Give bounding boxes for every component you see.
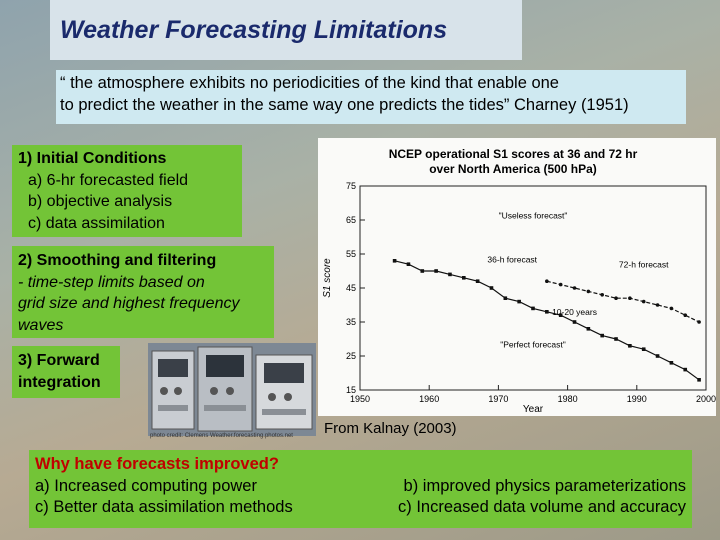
data-point <box>558 282 563 287</box>
x-tick-label: 1970 <box>488 394 508 404</box>
y-tick-label: 45 <box>346 283 356 293</box>
initial-conditions-box: 1) Initial Conditions a) 6-hr forecasted… <box>12 145 242 237</box>
x-tick-label: 2000 <box>696 394 716 404</box>
chart-title-line-2: over North America (500 hPa) <box>429 162 597 176</box>
data-point <box>531 306 535 311</box>
chart-annotation: 10-20 years <box>552 307 597 317</box>
data-point <box>628 344 632 348</box>
forward-integration-box: 3) Forward integration <box>12 346 120 398</box>
charney-quote: “ the atmosphere exhibits no periodiciti… <box>56 70 686 124</box>
data-point <box>600 333 604 338</box>
smoothing-detail: waves <box>18 316 64 334</box>
data-point <box>669 306 674 311</box>
list-item: b) improved physics parameterizations <box>403 476 686 495</box>
smoothing-filtering-box: 2) Smoothing and filtering - time-step l… <box>12 246 274 338</box>
chart-annotation: 72-h forecast <box>619 260 669 270</box>
x-tick-label: 1980 <box>558 394 578 404</box>
data-point <box>655 354 660 358</box>
smoothing-detail: grid size and highest frequency <box>18 295 240 312</box>
improvements-question: Why have forecasts improved? <box>35 455 279 473</box>
data-point <box>572 320 577 324</box>
series-line-72h <box>546 280 700 323</box>
y-tick-label: 75 <box>346 181 356 191</box>
data-point <box>683 367 688 372</box>
x-tick-label: 1950 <box>350 394 370 404</box>
data-point <box>434 269 438 273</box>
smoothing-detail: - time-step limits based on <box>18 273 205 291</box>
forward-integration-line: integration <box>18 373 101 391</box>
list-item: c) data assimilation <box>28 214 165 232</box>
source-citation: From Kalnay (2003) <box>324 420 457 437</box>
data-point <box>641 299 646 304</box>
data-point <box>572 286 577 290</box>
title-banner: Weather Forecasting Limitations <box>50 0 522 60</box>
quote-line-2: to predict the weather in the same way o… <box>60 96 629 114</box>
data-point <box>683 313 688 317</box>
y-tick-label: 15 <box>346 385 356 395</box>
data-point <box>545 310 549 314</box>
chart-annotation: "Useless forecast" <box>499 210 568 220</box>
list-item: b) objective analysis <box>28 193 173 210</box>
data-point <box>462 276 466 280</box>
data-point <box>600 293 604 297</box>
data-point <box>558 313 563 317</box>
data-point <box>697 378 701 382</box>
list-item: c) Increased data volume and accuracy <box>398 498 686 516</box>
data-point <box>586 289 591 294</box>
forward-integration-line: 3) Forward <box>18 352 100 369</box>
series-line-36h <box>394 260 700 381</box>
computer-equipment-photo <box>148 343 316 436</box>
initial-conditions-heading: 1) Initial Conditions <box>18 150 167 167</box>
x-tick-label: 1990 <box>627 394 647 404</box>
data-point <box>545 279 549 283</box>
photo-credit: photo credit: Clemens Weather.forecastin… <box>150 433 293 439</box>
smoothing-heading: 2) Smoothing and filtering <box>18 252 217 269</box>
data-point <box>641 347 646 351</box>
data-point <box>697 320 701 324</box>
data-point <box>489 286 494 290</box>
data-point <box>669 361 674 365</box>
data-point <box>628 296 632 300</box>
data-point <box>614 296 618 300</box>
list-item: a) Increased computing power <box>35 476 257 495</box>
quote-line-1: “ the atmosphere exhibits no periodiciti… <box>60 74 559 92</box>
y-tick-label: 35 <box>346 317 356 327</box>
data-point <box>517 299 521 304</box>
chart-xlabel: Year <box>523 404 544 415</box>
data-point <box>448 272 452 277</box>
chart-annotation: "Perfect forecast" <box>500 340 566 350</box>
data-point <box>420 269 425 273</box>
chart-annotation: 36-h forecast <box>487 255 537 265</box>
chart-ylabel: S1 score <box>322 258 333 298</box>
data-point <box>614 337 618 341</box>
y-tick-label: 25 <box>346 351 356 361</box>
data-point <box>655 303 660 307</box>
improvements-box: Why have forecasts improved? a) Increase… <box>29 450 692 528</box>
chart-title-line-1: NCEP operational S1 scores at 36 and 72 … <box>389 147 638 161</box>
s1-score-chart: NCEP operational S1 scores at 36 and 72 … <box>318 138 716 416</box>
x-tick-label: 1960 <box>419 394 439 404</box>
slide-title: Weather Forecasting Limitations <box>60 15 448 44</box>
data-point <box>586 327 591 331</box>
data-point <box>503 296 508 300</box>
y-tick-label: 65 <box>346 215 356 225</box>
data-point <box>475 279 480 283</box>
list-item: c) Better data assimilation methods <box>35 498 293 516</box>
y-tick-label: 55 <box>346 249 356 259</box>
data-point <box>406 262 411 266</box>
data-point <box>392 259 397 263</box>
list-item: a) 6-hr forecasted field <box>28 171 189 189</box>
